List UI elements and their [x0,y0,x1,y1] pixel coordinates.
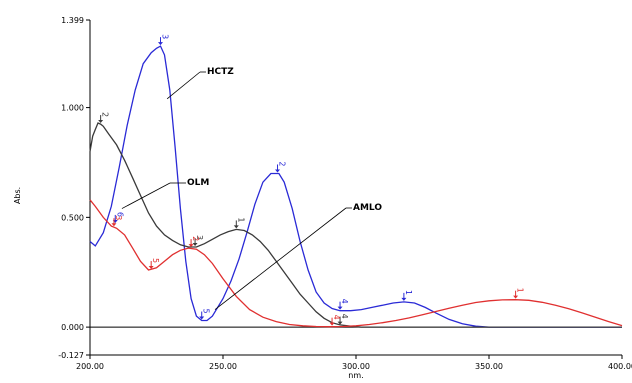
annotation-leader [214,207,347,310]
peak-marker-arrowhead [401,297,407,301]
peak-marker-label: 5 [202,309,211,314]
peak-marker-label: 6 [115,212,124,217]
y-tick-label: 1.000 [61,104,84,113]
y-tick-label: -0.127 [58,351,84,360]
x-tick-label: 200.00 [76,362,104,371]
y-tick-label: 1.399 [61,16,84,25]
peak-marker: 3 [111,215,123,227]
peak-marker-label: 4 [340,314,349,319]
plot-frame [89,20,622,356]
peak-marker-label: 2 [101,112,110,117]
peak-marker-label: 1 [404,290,413,295]
peak-marker-arrowhead [188,244,194,248]
peak-marker: 1 [401,290,413,301]
annotation-amlo: AMLO [214,203,382,310]
annotation-label: OLM [187,178,209,188]
peak-marker-label: 2 [191,236,200,241]
peak-marker-arrowhead [148,266,154,270]
peak-marker: 2 [188,236,200,248]
peak-marker-label: 3 [114,215,123,220]
peak-marker-arrowhead [157,42,163,46]
peak-marker-label: 3 [160,34,169,39]
peak-marker-arrowhead [275,169,281,173]
series-lines [89,45,623,328]
peak-marker: 5 [148,258,160,270]
series-line-hctz [89,45,622,328]
peak-marker: 1 [513,288,525,299]
x-tick-label: 350.00 [475,362,503,371]
peak-marker-arrowhead [513,295,519,299]
peak-marker-arrowhead [98,120,104,124]
annotation-leader [121,182,171,209]
peak-marker: 2 [98,112,110,124]
peak-marker-label: 4 [340,299,349,304]
peak-marker-label: 1 [516,288,525,293]
peak-marker: 4 [329,315,341,326]
x-tick-label: 400.00 [608,362,632,371]
series-line-amlo [89,199,623,328]
peak-marker-label: 4 [332,315,341,320]
peak-marker: 3 [192,235,204,246]
peak-marker-arrowhead [337,306,343,310]
peak-marker-arrowhead [199,316,205,320]
peak-marker-arrowhead [233,225,239,229]
peak-marker-arrowhead [329,322,335,326]
x-tick-label: 250.00 [209,362,237,371]
peak-marker-arrowhead [192,242,198,246]
series-annotations: OLM HCTZ AMLO [121,67,382,310]
peak-marker: 3 [157,34,169,46]
peak-marker: 4 [337,299,349,310]
peak-marker-label: 1 [236,217,245,222]
peak-marker: 1 [233,217,245,229]
peak-marker-label: 2 [278,161,287,166]
annotation-label: HCTZ [207,67,234,77]
annotation-hctz: HCTZ [166,67,234,100]
peak-marker: 4 [337,314,349,325]
x-tick-label: 300.00 [342,362,370,371]
annotation-olm: OLM [121,178,209,209]
peak-marker-arrowhead [337,321,343,325]
peak-marker: 2 [275,161,287,173]
x-axis-label: nm. [348,371,363,380]
peak-marker-label: 5 [151,258,160,263]
annotation-label: AMLO [353,203,382,213]
peak-marker: 5 [199,309,211,320]
series-line-olm [89,122,622,328]
y-tick-label: 0.500 [61,213,84,222]
peak-marker-arrowhead [111,223,117,227]
axis-ticks: 200.00 250.00 300.00 350.00 400.00 -0.127 0.00… [58,16,632,371]
peak-marker-label: 3 [195,235,204,240]
annotation-leader [166,71,201,100]
y-axis-label: Abs. [13,187,22,204]
y-tick-label: 0.000 [61,323,84,332]
